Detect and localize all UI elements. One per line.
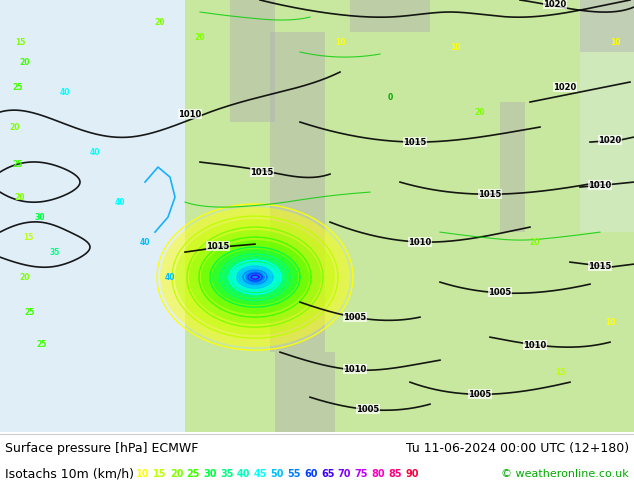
Text: 1010: 1010 (524, 341, 547, 350)
Text: 10: 10 (136, 469, 150, 479)
Text: 60: 60 (304, 469, 318, 479)
Text: 40: 40 (165, 272, 175, 282)
Polygon shape (245, 271, 265, 283)
Text: 1015: 1015 (250, 168, 274, 176)
Text: © weatheronline.co.uk: © weatheronline.co.uk (501, 469, 629, 479)
Text: Tu 11-06-2024 00:00 UTC (12+180): Tu 11-06-2024 00:00 UTC (12+180) (406, 441, 629, 455)
Text: 20: 20 (20, 272, 30, 282)
Text: 25: 25 (13, 82, 23, 92)
Text: 1020: 1020 (543, 0, 567, 8)
Polygon shape (238, 267, 272, 287)
FancyBboxPatch shape (580, 0, 634, 52)
FancyBboxPatch shape (580, 0, 634, 232)
FancyBboxPatch shape (185, 0, 634, 432)
Text: 1015: 1015 (403, 138, 427, 147)
Text: 35: 35 (50, 247, 60, 257)
Text: 20: 20 (20, 57, 30, 67)
Text: 15: 15 (555, 368, 565, 377)
Text: 10: 10 (450, 43, 460, 51)
Text: 1010: 1010 (344, 365, 366, 374)
Text: 25: 25 (37, 340, 47, 349)
FancyBboxPatch shape (500, 102, 525, 232)
Text: 70: 70 (338, 469, 351, 479)
Text: 15: 15 (153, 469, 167, 479)
FancyBboxPatch shape (0, 0, 185, 432)
Text: 20: 20 (10, 122, 20, 131)
Text: 20: 20 (530, 238, 540, 246)
Text: 1005: 1005 (488, 288, 512, 296)
Text: 10: 10 (610, 38, 620, 47)
Text: 10: 10 (335, 38, 346, 47)
Text: 80: 80 (372, 469, 385, 479)
Text: 65: 65 (321, 469, 335, 479)
Text: 40: 40 (60, 88, 70, 97)
Text: 25: 25 (186, 469, 200, 479)
Text: 10: 10 (605, 318, 615, 327)
FancyBboxPatch shape (275, 352, 335, 432)
Text: Surface pressure [hPa] ECMWF: Surface pressure [hPa] ECMWF (5, 441, 198, 455)
Text: 1020: 1020 (598, 136, 621, 145)
Text: Isotachs 10m (km/h): Isotachs 10m (km/h) (5, 467, 134, 481)
Text: 25: 25 (25, 308, 36, 317)
Text: 0: 0 (387, 93, 392, 101)
Text: 1005: 1005 (344, 313, 366, 321)
Text: 20: 20 (475, 107, 485, 117)
Text: 90: 90 (405, 469, 418, 479)
Text: 55: 55 (287, 469, 301, 479)
Text: 1010: 1010 (178, 110, 202, 119)
Polygon shape (189, 230, 321, 324)
Text: 35: 35 (220, 469, 234, 479)
Text: 20: 20 (155, 18, 165, 26)
Text: 40: 40 (237, 469, 250, 479)
Text: 20: 20 (195, 32, 205, 42)
Text: 1010: 1010 (408, 238, 432, 246)
Text: 40: 40 (115, 197, 126, 207)
FancyBboxPatch shape (270, 32, 325, 352)
Text: 1005: 1005 (356, 405, 380, 414)
Text: 20: 20 (170, 469, 183, 479)
Text: 40: 40 (139, 238, 150, 246)
Text: 30: 30 (35, 213, 45, 221)
Text: 20: 20 (15, 193, 25, 201)
Polygon shape (175, 219, 335, 335)
Polygon shape (160, 207, 350, 347)
Text: 15: 15 (15, 38, 25, 47)
Text: 1015: 1015 (588, 262, 612, 270)
Text: 40: 40 (90, 147, 100, 157)
FancyBboxPatch shape (350, 0, 430, 32)
Text: 85: 85 (388, 469, 402, 479)
Text: 1020: 1020 (553, 82, 577, 92)
Text: 1015: 1015 (206, 242, 230, 250)
Text: 75: 75 (354, 469, 368, 479)
Text: 1005: 1005 (469, 390, 491, 399)
Text: 45: 45 (254, 469, 268, 479)
Polygon shape (212, 249, 298, 305)
Text: 30: 30 (204, 469, 217, 479)
Text: 15: 15 (23, 233, 33, 242)
Text: 50: 50 (271, 469, 284, 479)
Text: 25: 25 (13, 160, 23, 169)
Polygon shape (201, 240, 309, 314)
Polygon shape (230, 262, 280, 292)
Text: 1015: 1015 (478, 190, 501, 198)
Text: 1010: 1010 (588, 181, 612, 190)
FancyBboxPatch shape (230, 0, 275, 122)
Polygon shape (222, 256, 288, 298)
